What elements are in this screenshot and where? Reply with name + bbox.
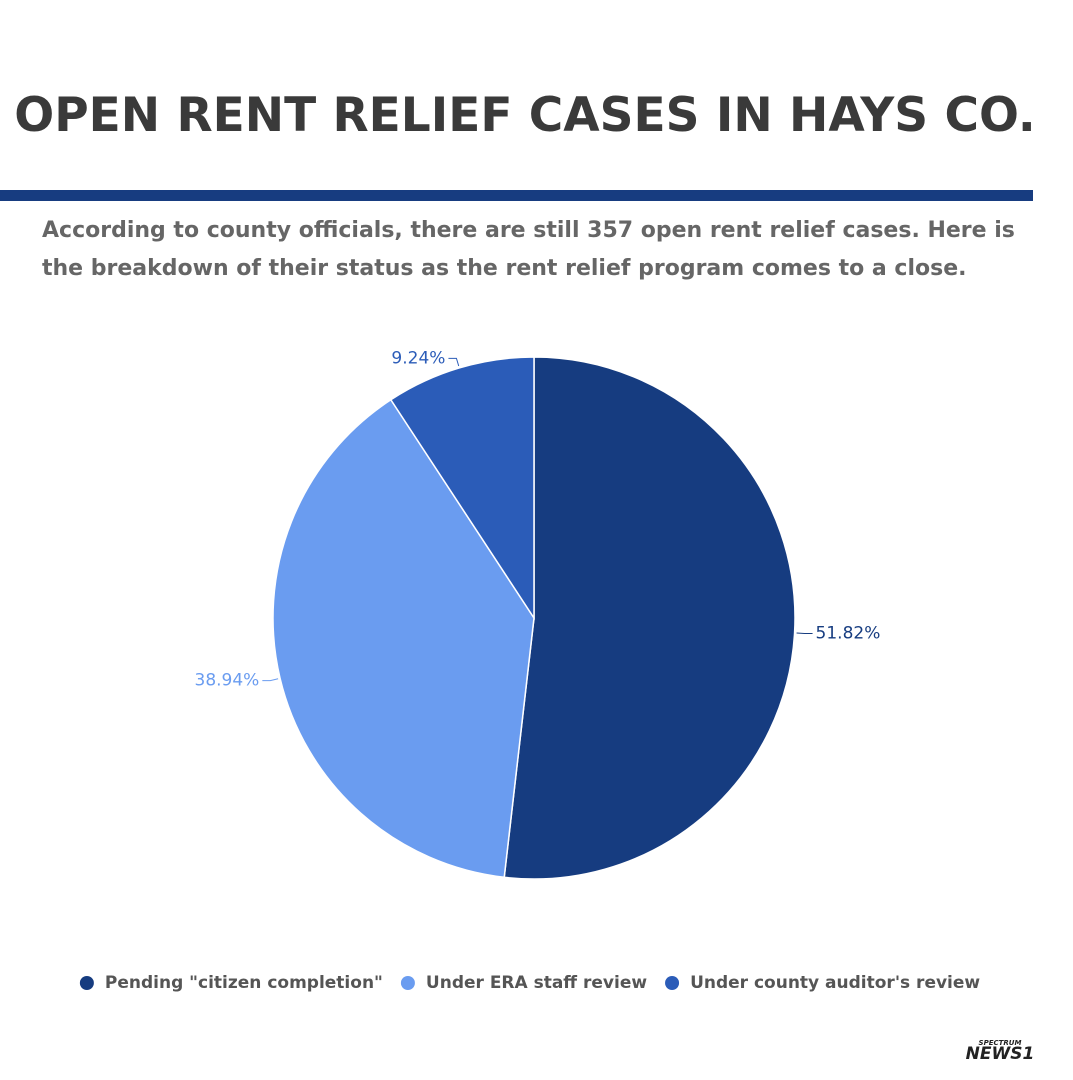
chart-subtitle: According to county officials, there are… [42, 218, 1015, 281]
pie-slice [503, 356, 796, 880]
legend-marker [665, 976, 680, 990]
chart-title: OPEN RENT RELIEF CASES IN HAYS CO. [14, 88, 1036, 143]
legend-label: Pending "citizen completion" [105, 973, 383, 993]
data-label: 9.24% [391, 348, 445, 368]
pie-slice [389, 356, 535, 621]
legend-label: Under county auditor's review [690, 973, 980, 993]
legend-marker [400, 976, 415, 990]
label-leader [448, 357, 460, 367]
divider-bar [0, 190, 1033, 201]
logo-top: SPECTRUM [979, 1039, 1022, 1047]
legend-label: Under ERA staff review [426, 973, 647, 993]
data-label: 51.82% [816, 623, 881, 643]
legend-marker [79, 976, 94, 990]
label-leader [262, 678, 279, 682]
data-label: 38.94% [195, 671, 260, 691]
logo-bottom: NEWS1 [966, 1044, 1035, 1064]
